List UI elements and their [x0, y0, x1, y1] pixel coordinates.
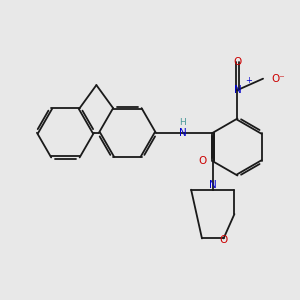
Text: N: N	[179, 128, 187, 138]
Text: +: +	[245, 76, 252, 85]
Text: N: N	[234, 85, 241, 95]
Text: O: O	[220, 235, 228, 245]
Text: H: H	[179, 118, 186, 127]
Text: O: O	[199, 156, 207, 166]
Text: N: N	[209, 180, 217, 190]
Text: O: O	[233, 57, 242, 67]
Text: O⁻: O⁻	[272, 74, 285, 84]
